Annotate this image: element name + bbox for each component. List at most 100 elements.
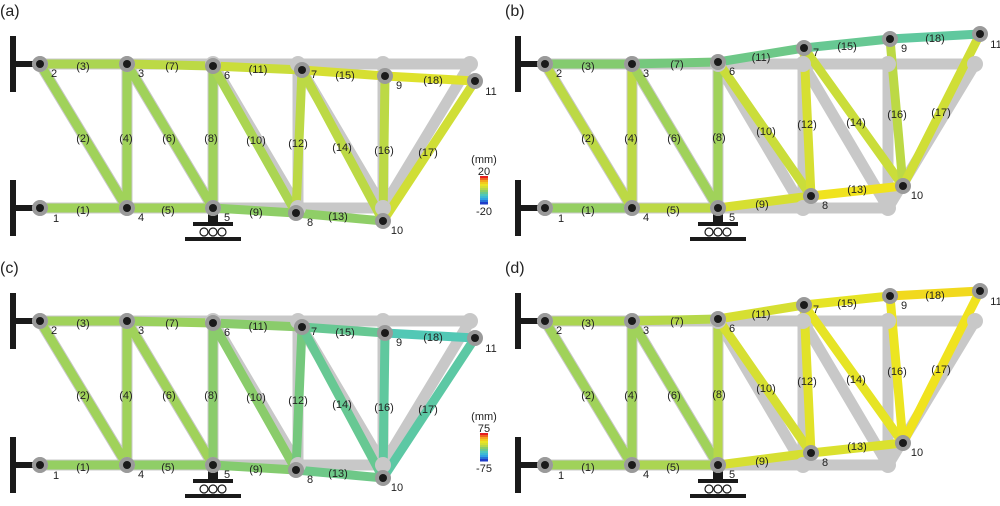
node-label: 3 — [643, 68, 649, 80]
node-label: 3 — [138, 325, 144, 337]
colorbar-max: 75 — [478, 423, 490, 435]
node-label: 4 — [643, 469, 649, 481]
wall-support — [515, 293, 521, 349]
colorbar-segment — [480, 186, 488, 189]
undeformed-node — [795, 56, 811, 72]
member-label: (7) — [670, 59, 683, 71]
member-2 — [35, 316, 132, 470]
node-label: 1 — [558, 470, 564, 482]
node-core — [209, 319, 217, 327]
wall-support — [10, 36, 16, 92]
node-label: 11 — [485, 343, 496, 355]
member-label: (5) — [666, 205, 679, 217]
node-core — [292, 209, 300, 217]
node-label: 10 — [391, 482, 403, 494]
node-core — [807, 192, 815, 200]
panel-a: (a) (1) (2) (3) (4) (5) (6) (7) (8) (9) (10) (11) (1… — [0, 3, 497, 241]
node-core — [541, 461, 549, 469]
colorbar-unit: (mm) — [471, 154, 497, 166]
member-6 — [627, 316, 723, 470]
member-10 — [208, 61, 301, 218]
member-13 — [291, 208, 388, 226]
support-arm — [521, 61, 543, 67]
node-core — [123, 60, 131, 68]
member-12 — [799, 43, 816, 201]
member-label: (15) — [837, 298, 857, 310]
member-9 — [208, 203, 301, 218]
member-label: (16) — [887, 109, 907, 121]
colorbar-segment — [480, 433, 488, 436]
panel-b: (b) (1) (2) (3) (4) (5) (6) (7) (8) (9) (10) (11) (1… — [505, 3, 1000, 241]
member-label: (11) — [752, 309, 771, 321]
node-label: 9 — [901, 300, 907, 312]
node-core — [471, 77, 479, 85]
wall-support — [10, 437, 16, 493]
node-core — [628, 204, 636, 212]
node-core — [886, 35, 894, 43]
member-label: (9) — [249, 207, 262, 219]
member-label: (2) — [581, 133, 594, 145]
undeformed-member — [377, 58, 476, 214]
node-core — [292, 466, 300, 474]
node-label: 2 — [51, 325, 57, 337]
colorbar-segment — [480, 176, 488, 179]
node-label: 10 — [911, 447, 923, 459]
roller-post — [713, 212, 723, 224]
undeformed-node — [462, 313, 478, 329]
undeformed-member — [797, 315, 894, 471]
roller-plate — [193, 479, 233, 483]
colorbar-segment — [480, 188, 488, 191]
roller-ground — [690, 494, 746, 498]
node-label: 9 — [396, 337, 402, 349]
colorbar-segment — [480, 435, 488, 438]
node-label: 9 — [396, 80, 402, 92]
member-12 — [291, 322, 307, 475]
undeformed-node — [795, 313, 811, 329]
undeformed-node — [375, 56, 391, 72]
colorbar-segment — [480, 192, 488, 195]
member-label: (5) — [161, 462, 174, 474]
member-label: (6) — [667, 390, 680, 402]
member-11 — [713, 43, 809, 67]
undeformed-node — [375, 457, 391, 473]
colorbar-segment — [480, 451, 488, 454]
member-label: (3) — [581, 318, 594, 330]
member-15 — [799, 34, 895, 53]
colorbar-segment — [480, 202, 488, 205]
member-17 — [378, 333, 480, 483]
node-label: 5 — [729, 212, 735, 224]
member-label: (18) — [925, 290, 945, 302]
roller-plate — [193, 222, 233, 226]
colorbar-segment — [480, 455, 488, 458]
node-label: 4 — [138, 212, 144, 224]
node-label: 7 — [813, 47, 819, 59]
colorbar-segment — [480, 184, 488, 187]
node-core — [123, 204, 131, 212]
member-label: (14) — [846, 117, 866, 129]
node-label: 11 — [990, 296, 1000, 308]
node-core — [36, 60, 44, 68]
node-core — [899, 439, 907, 447]
member-label: (6) — [667, 133, 680, 145]
roller-wheel — [217, 227, 227, 237]
member-11 — [208, 318, 307, 332]
colorbar-segment — [480, 200, 488, 203]
roller-plate — [698, 479, 738, 483]
member-label: (9) — [249, 464, 262, 476]
node-label: 4 — [138, 469, 144, 481]
colorbar-segment — [480, 196, 488, 199]
roller-post — [208, 469, 218, 481]
node-label: 2 — [51, 68, 57, 80]
wall-support — [515, 437, 521, 493]
member-label: (10) — [246, 135, 266, 147]
member-label: (18) — [423, 332, 443, 344]
node-label: 6 — [224, 327, 230, 339]
colorbar-segment — [480, 447, 488, 450]
node-core — [541, 60, 549, 68]
node-core — [976, 287, 984, 295]
node-core — [714, 204, 722, 212]
member-label: (12) — [288, 138, 308, 150]
member-label: (15) — [837, 41, 857, 53]
colorbar-segment — [480, 445, 488, 448]
